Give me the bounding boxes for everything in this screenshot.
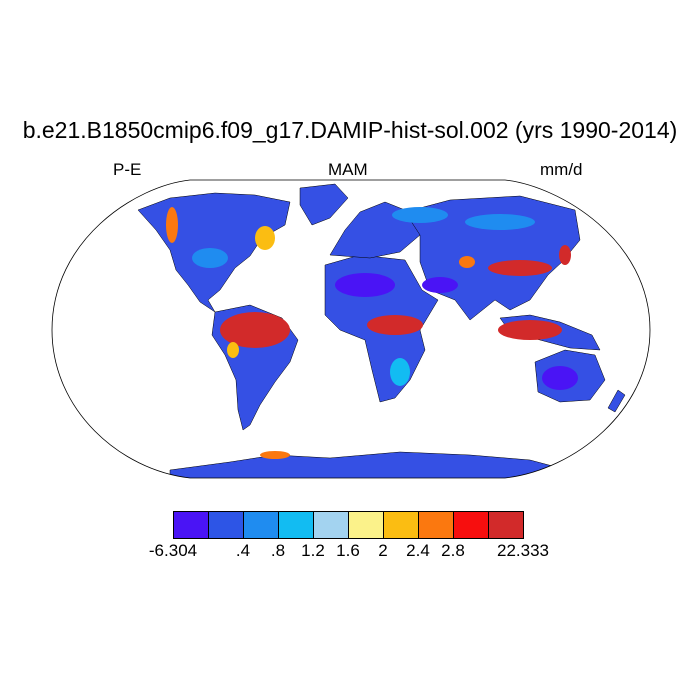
wet-regions <box>166 207 571 459</box>
east-asia-wet <box>488 260 552 276</box>
greenland <box>299 183 349 226</box>
colorbar-label: 2 <box>378 541 388 560</box>
new-zealand <box>607 389 626 413</box>
colorbar-label: 1.2 <box>301 541 325 560</box>
colorbar-swatch <box>173 511 209 539</box>
south-africa-patch <box>390 358 410 386</box>
colorbar-label: -6.304 <box>148 541 198 560</box>
colorbar-swatch <box>313 511 349 539</box>
antarctica <box>169 451 561 478</box>
variable-label: P-E <box>113 160 142 179</box>
colorbar-swatch <box>243 511 279 539</box>
colorbar-swatch <box>208 511 244 539</box>
pacific-nw-wet <box>166 207 178 243</box>
eurasia-patch <box>392 207 448 223</box>
sahara-dry <box>335 273 395 297</box>
dry-regions <box>335 273 578 390</box>
colorbar-swatch <box>278 511 314 539</box>
globe-outline <box>51 179 651 479</box>
colorbar-swatch <box>418 511 454 539</box>
colorbar-label: 2.4 <box>406 541 430 560</box>
maritime-wet <box>498 320 562 340</box>
colorbar-swatch <box>383 511 419 539</box>
australia-dry <box>542 366 578 390</box>
land-layer <box>137 183 626 478</box>
units-label: mm/d <box>540 160 583 179</box>
andes-wet <box>227 342 239 358</box>
central-africa-wet <box>367 315 423 335</box>
peninsula-wet <box>260 451 290 459</box>
season-label: MAM <box>328 160 368 179</box>
na-interior-patch <box>192 248 228 268</box>
ne-america-wet <box>255 226 275 250</box>
japan-wet <box>559 245 571 265</box>
colorbar-label: 1.6 <box>336 541 360 560</box>
arabia-dry <box>422 277 458 293</box>
colorbar-label: .8 <box>270 541 286 560</box>
figure-title: b.e21.B1850cmip6.f09_g17.DAMIP-hist-sol.… <box>22 117 678 143</box>
colorbar-label: .4 <box>235 541 251 560</box>
moist-regions <box>192 207 535 386</box>
himalaya-wet <box>459 256 475 268</box>
colorbar-swatch <box>348 511 384 539</box>
siberia-patch <box>465 214 535 230</box>
colorbar-label: 22.333 <box>497 541 549 560</box>
colorbar-swatch <box>488 511 524 539</box>
colorbar-swatch <box>453 511 489 539</box>
amazon-wet <box>220 312 290 348</box>
colorbar-label: 2.8 <box>441 541 465 560</box>
